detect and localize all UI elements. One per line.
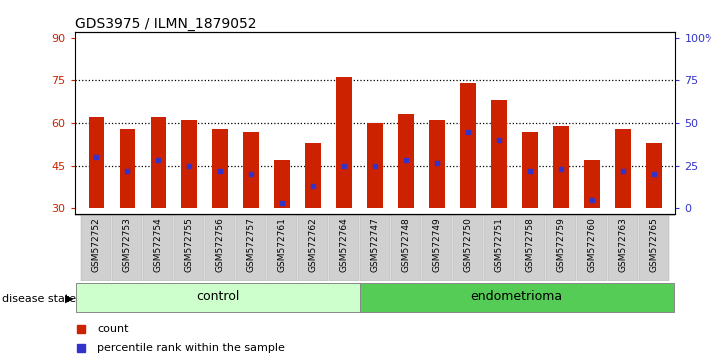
Bar (522, 132, 538, 209)
Text: GSM572750: GSM572750 (464, 217, 472, 273)
Bar (546, 214, 576, 281)
Text: GSM572749: GSM572749 (432, 217, 442, 272)
Bar (243, 132, 259, 209)
Text: GSM572762: GSM572762 (309, 217, 318, 272)
Bar (484, 214, 514, 281)
Bar (336, 78, 352, 209)
Text: GSM572760: GSM572760 (587, 217, 597, 273)
Text: GSM572747: GSM572747 (370, 217, 380, 272)
Bar (639, 214, 668, 281)
Bar (646, 143, 661, 209)
Bar (398, 114, 414, 209)
Text: GSM572757: GSM572757 (247, 217, 256, 273)
Text: GSM572763: GSM572763 (619, 217, 627, 273)
Bar (76, 283, 360, 312)
Text: GSM572753: GSM572753 (123, 217, 132, 273)
Text: GSM572765: GSM572765 (649, 217, 658, 273)
Bar (236, 214, 266, 281)
Bar (391, 214, 421, 281)
Text: control: control (196, 290, 240, 303)
Bar (298, 214, 328, 281)
Text: GSM572754: GSM572754 (154, 217, 163, 272)
Bar (82, 214, 111, 281)
Text: GSM572761: GSM572761 (278, 217, 287, 273)
Bar (360, 214, 390, 281)
Text: GSM572756: GSM572756 (215, 217, 225, 273)
Bar (305, 143, 321, 209)
Bar (174, 214, 204, 281)
Bar (267, 214, 297, 281)
Bar (615, 129, 631, 209)
Text: GSM572752: GSM572752 (92, 217, 101, 272)
Bar (329, 214, 359, 281)
Text: GSM572748: GSM572748 (402, 217, 410, 272)
Text: endometrioma: endometrioma (471, 290, 563, 303)
Bar (274, 160, 290, 209)
Text: ▶: ▶ (65, 294, 74, 304)
Text: GSM572759: GSM572759 (557, 217, 565, 273)
Bar (213, 129, 228, 209)
Bar (577, 214, 606, 281)
Text: disease state: disease state (2, 294, 76, 304)
Bar (205, 214, 235, 281)
Text: GSM572751: GSM572751 (494, 217, 503, 273)
Text: count: count (97, 324, 129, 333)
Bar (608, 214, 638, 281)
Bar (119, 129, 135, 209)
Bar (429, 120, 445, 209)
Text: GSM572758: GSM572758 (525, 217, 535, 273)
Bar (584, 160, 599, 209)
Text: GSM572764: GSM572764 (340, 217, 348, 272)
Text: percentile rank within the sample: percentile rank within the sample (97, 343, 285, 353)
Bar (181, 120, 197, 209)
Text: GSM572755: GSM572755 (185, 217, 193, 273)
Bar (144, 214, 173, 281)
Bar (89, 117, 104, 209)
Bar (515, 214, 545, 281)
Bar (112, 214, 142, 281)
Bar (453, 214, 483, 281)
Bar (368, 123, 383, 209)
Bar (360, 283, 674, 312)
Bar (422, 214, 452, 281)
Bar (553, 126, 569, 209)
Bar (460, 83, 476, 209)
Text: GDS3975 / ILMN_1879052: GDS3975 / ILMN_1879052 (75, 17, 256, 31)
Bar (151, 117, 166, 209)
Bar (491, 100, 507, 209)
